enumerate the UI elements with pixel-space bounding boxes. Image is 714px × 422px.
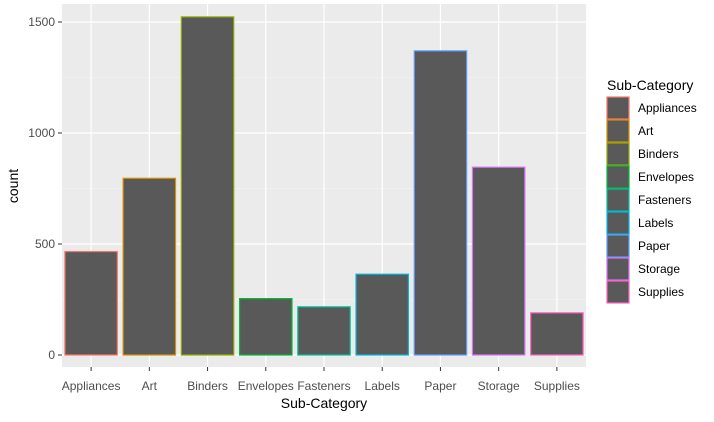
legend-label: Labels	[638, 216, 673, 230]
x-tick-label: Paper	[424, 379, 456, 393]
y-tick-label: 1000	[28, 126, 55, 140]
x-tick-label: Supplies	[534, 379, 580, 393]
legend-key-labels	[606, 211, 630, 235]
legend-key-storage	[606, 257, 630, 281]
bar-paper	[413, 50, 468, 356]
x-tick-label: Storage	[478, 379, 520, 393]
bars	[64, 16, 584, 356]
bar-fasteners	[297, 306, 351, 356]
legend-label: Supplies	[638, 285, 684, 299]
legend-title: Sub-Category	[607, 77, 693, 93]
y-tick-label: 0	[48, 348, 55, 362]
bar-binders	[180, 16, 235, 356]
legend-key-supplies	[606, 280, 630, 304]
legend: Appliances Art Binders Envelopes Fasteners La…	[606, 96, 697, 304]
x-tick-label: Binders	[187, 379, 228, 393]
bar-envelopes	[238, 298, 293, 356]
x-tick-label: Appliances	[62, 379, 121, 393]
bar-labels	[355, 273, 410, 356]
legend-label: Fasteners	[638, 193, 691, 207]
x-tick-label: Envelopes	[238, 379, 294, 393]
x-axis-ticks: Appliances Art Binders Envelopes Fasteners La…	[62, 367, 580, 393]
x-tick-label: Fasteners	[297, 379, 350, 393]
y-tick-label: 500	[35, 237, 55, 251]
legend-key-art	[606, 119, 630, 143]
legend-key-binders	[606, 142, 630, 166]
legend-key-paper	[606, 234, 630, 258]
legend-key-appliances	[606, 96, 630, 120]
legend-key-fasteners	[606, 188, 630, 212]
x-axis-title: Sub-Category	[281, 395, 367, 411]
y-axis-ticks: 0 500 1000 1500	[28, 15, 62, 362]
bar-appliances	[64, 250, 118, 356]
legend-label: Storage	[638, 262, 680, 276]
bar-supplies	[530, 312, 584, 356]
legend-key-envelopes	[606, 165, 630, 189]
legend-label: Appliances	[638, 101, 697, 115]
legend-label: Binders	[638, 147, 679, 161]
y-tick-label: 1500	[28, 15, 55, 29]
x-tick-label: Art	[142, 379, 158, 393]
y-axis-title: count	[5, 169, 21, 203]
bar-storage	[471, 166, 526, 356]
legend-label: Art	[638, 124, 654, 138]
x-tick-label: Labels	[365, 379, 400, 393]
legend-label: Envelopes	[638, 170, 694, 184]
bar-art	[122, 177, 177, 356]
legend-label: Paper	[638, 239, 670, 253]
